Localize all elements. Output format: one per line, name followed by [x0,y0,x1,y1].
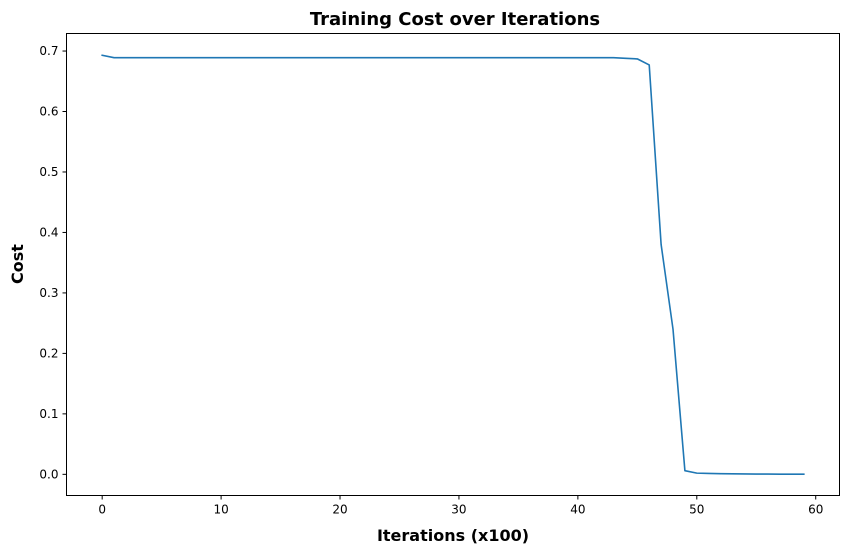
y-axis-ticks: 0.0 0.1 0.2 0.3 0.4 0.5 0.6 0.7 [39,44,67,481]
x-axis-label: Iterations (x100) [377,526,529,545]
plot-area [66,33,840,496]
y-tick-label: 0.1 [39,407,58,421]
y-tick-label: 0.7 [39,44,58,58]
y-axis-label: Cost [8,244,27,284]
x-tick-label: 20 [332,503,347,517]
x-tick-label: 30 [451,503,466,517]
x-tick-label: 50 [689,503,704,517]
y-tick-label: 0.3 [39,286,58,300]
y-tick-label: 0.5 [39,165,58,179]
x-tick-label: 10 [213,503,228,517]
y-tick-label: 0.6 [39,105,58,119]
x-tick-label: 40 [570,503,585,517]
y-tick-label: 0.2 [39,346,58,360]
cost-series-line [101,54,805,475]
chart-title: Training Cost over Iterations [310,9,600,30]
x-tick-label: 0 [98,503,106,517]
x-axis-ticks: 0 10 20 30 40 50 60 [98,495,823,517]
x-tick-label: 60 [808,503,823,517]
y-tick-label: 0.4 [39,225,58,239]
y-tick-label: 0.0 [39,467,58,481]
